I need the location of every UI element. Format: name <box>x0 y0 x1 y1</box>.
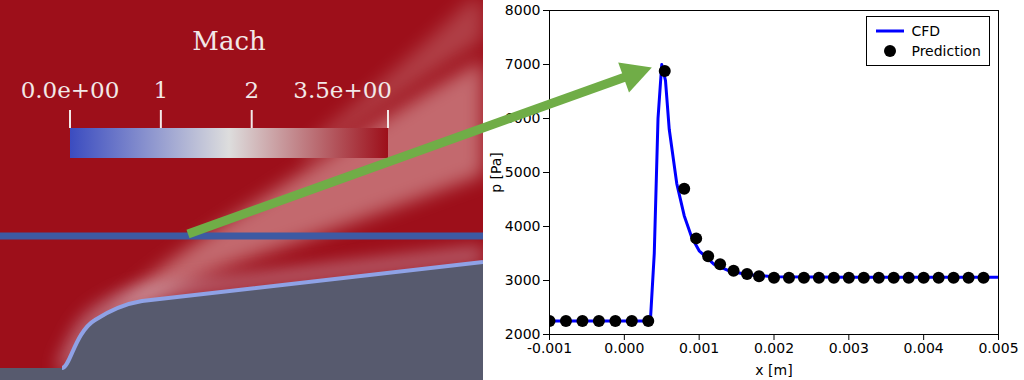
svg-text:7000: 7000 <box>505 56 541 72</box>
html-text:Prediction: Prediction <box>911 43 981 59</box>
svg-text:Mach: Mach <box>192 26 266 56</box>
svg-text:2000: 2000 <box>504 326 541 342</box>
html-text:CFD: CFD <box>911 23 940 39</box>
svg-text:3000: 3000 <box>505 272 541 288</box>
svg-text:0.000: 0.000 <box>604 340 644 356</box>
svg-text:4000: 4000 <box>505 218 541 234</box>
svg-text:1: 1 <box>154 77 169 103</box>
svg-text:0.002: 0.002 <box>754 340 794 356</box>
svg-text:x [m]: x [m] <box>755 362 792 378</box>
svg-text:0.005: 0.005 <box>978 340 1018 356</box>
svg-text:3.5e+00: 3.5e+00 <box>293 77 392 103</box>
svg-text:0.0e+00: 0.0e+00 <box>21 77 120 103</box>
svg-text:6000: 6000 <box>505 110 541 126</box>
svg-text:5000: 5000 <box>505 164 541 180</box>
svg-text:0.001: 0.001 <box>679 340 719 356</box>
svg-text:-0.001: -0.001 <box>527 340 572 356</box>
svg-text:0.003: 0.003 <box>829 340 869 356</box>
svg-text:p [Pa]: p [Pa] <box>488 152 504 193</box>
svg-text:2: 2 <box>244 77 259 103</box>
svg-text:0.004: 0.004 <box>904 340 944 356</box>
svg-text:8000: 8000 <box>505 2 541 18</box>
